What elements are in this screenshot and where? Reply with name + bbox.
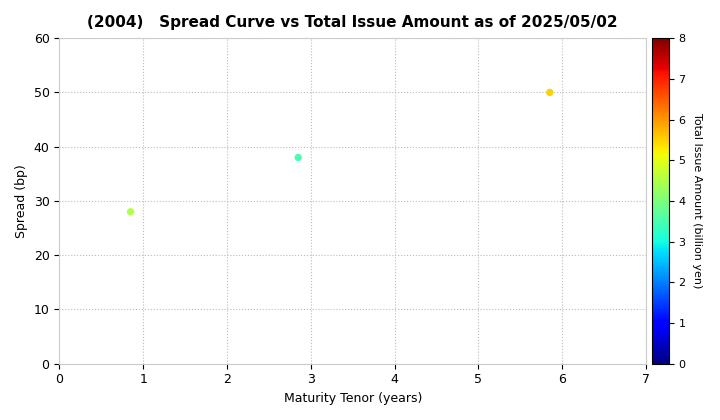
Point <box>292 154 304 161</box>
Y-axis label: Total Issue Amount (billion yen): Total Issue Amount (billion yen) <box>692 113 702 289</box>
Point <box>544 89 556 96</box>
X-axis label: Maturity Tenor (years): Maturity Tenor (years) <box>284 392 422 405</box>
Title: (2004)   Spread Curve vs Total Issue Amount as of 2025/05/02: (2004) Spread Curve vs Total Issue Amoun… <box>87 15 618 30</box>
Point <box>125 208 136 215</box>
Y-axis label: Spread (bp): Spread (bp) <box>15 164 28 238</box>
